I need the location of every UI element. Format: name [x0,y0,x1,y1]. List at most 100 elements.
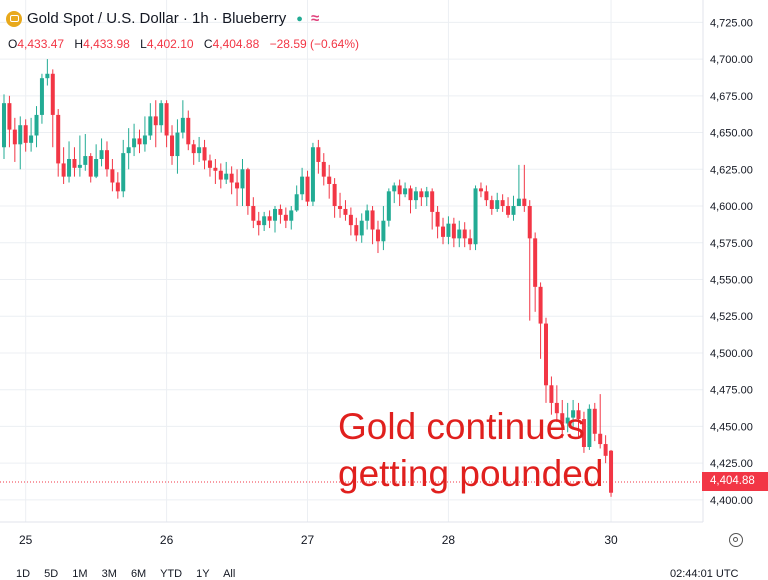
candle-body [549,385,554,403]
candle-body [544,323,548,386]
y-tick-label: 4,500.00 [710,348,753,360]
x-tick-label: 26 [160,533,174,547]
candle-body [283,214,288,221]
candle-body [468,238,473,245]
high-label: H [74,37,84,51]
price-axis[interactable]: 4,725.00 4,700.00 4,675.00 4,650.00 4,625.00… [710,17,753,507]
candle-body [289,210,294,221]
candle-body [565,417,570,424]
candle-body [316,147,321,162]
period-1d[interactable]: 1D [16,568,31,580]
candle-body [235,182,240,189]
candle-body [500,200,505,207]
candle-body [478,188,483,192]
candle-body [142,135,147,145]
x-tick-label: 27 [301,533,315,547]
period-all[interactable]: All [223,568,236,580]
low-value: 4,402.10 [146,37,194,51]
annotation-line-1: Gold continues [338,406,585,447]
candle-body [148,116,153,136]
period-selector: 1D 5D 1M 3M 6M YTD 1Y All [16,568,246,580]
candle-body [294,194,299,211]
candle-body [202,147,207,161]
change-value: −28.59 (−0.64%) [269,37,360,51]
candle-body [278,208,283,215]
candle-body [137,138,142,145]
candle-body [104,150,109,170]
candle-body [419,191,424,198]
candle-body [180,117,185,133]
candle-body [310,147,315,202]
candle-body [305,176,310,202]
candle-body [321,161,326,177]
candle-body [191,144,196,154]
candle-body [560,413,565,424]
y-tick-label: 4,550.00 [710,274,753,286]
candle-body [50,73,55,115]
candle-body [110,169,115,183]
candle-body [207,160,212,168]
candle-body [39,78,44,115]
candle-body [72,159,77,168]
candle-body [386,191,391,221]
candle-body [175,132,180,157]
utc-clock[interactable]: 02:44:01 UTC [670,568,739,580]
candle-body [67,159,72,177]
period-6m[interactable]: 6M [130,568,147,580]
candle-body [609,450,614,493]
candle-body [359,220,364,236]
candle-body [381,220,386,242]
candle-body [473,188,478,245]
period-3m[interactable]: 3M [101,568,117,580]
ohlc-legend: O4,433.47 H4,433.98 L4,402.10 C4,404.88 … [8,37,359,51]
candle-body [159,103,164,126]
period-ytd[interactable]: YTD [160,568,183,580]
candle-body [424,191,429,198]
candle-body [327,176,332,184]
period-1m[interactable]: 1M [72,568,88,580]
candle-body [533,238,538,287]
x-tick-label: 25 [19,533,33,547]
candle-body [251,206,256,221]
candle-body [576,410,581,420]
y-tick-label: 4,400.00 [710,495,753,507]
candle-body [598,433,603,445]
candle-body [245,169,250,207]
high-value: 4,433.98 [83,37,130,51]
candle-body [213,167,218,171]
candle-body [332,183,337,207]
candle-body [538,286,543,324]
candle-body [7,103,12,130]
candle-body [83,156,88,165]
candle-body [489,200,494,209]
candles [2,59,614,497]
candle-body [348,214,353,226]
candle-body [592,408,597,434]
candle-body [34,114,39,136]
y-tick-label: 4,675.00 [710,91,753,103]
y-tick-label: 4,475.00 [710,385,753,397]
period-1y[interactable]: 1Y [196,568,210,580]
candle-body [153,116,158,126]
gear-icon[interactable] [729,533,743,547]
time-axis[interactable]: 25 26 27 28 30 [19,533,618,547]
gold-coin-icon [6,10,22,27]
candle-body [99,150,104,159]
y-tick-label: 4,650.00 [710,128,753,140]
candle-body [506,206,511,215]
candle-body [262,216,267,226]
candle-body [392,185,397,192]
candle-body [267,216,272,221]
period-5d[interactable]: 5D [44,568,59,580]
y-tick-label: 4,425.00 [710,458,753,470]
candle-body [12,129,17,145]
y-tick-label: 4,450.00 [710,421,753,433]
wave-icon[interactable]: ≈ [310,10,320,27]
candle-body [2,103,6,148]
vertical-gridlines [25,0,612,522]
chart-header: Gold Spot / U.S. Dollar · 1h · Blueberry… [6,10,319,27]
candle-body [527,206,532,239]
candle-body [229,173,234,183]
symbol-title[interactable]: Gold Spot / U.S. Dollar · 1h · Blueberry [27,10,287,27]
